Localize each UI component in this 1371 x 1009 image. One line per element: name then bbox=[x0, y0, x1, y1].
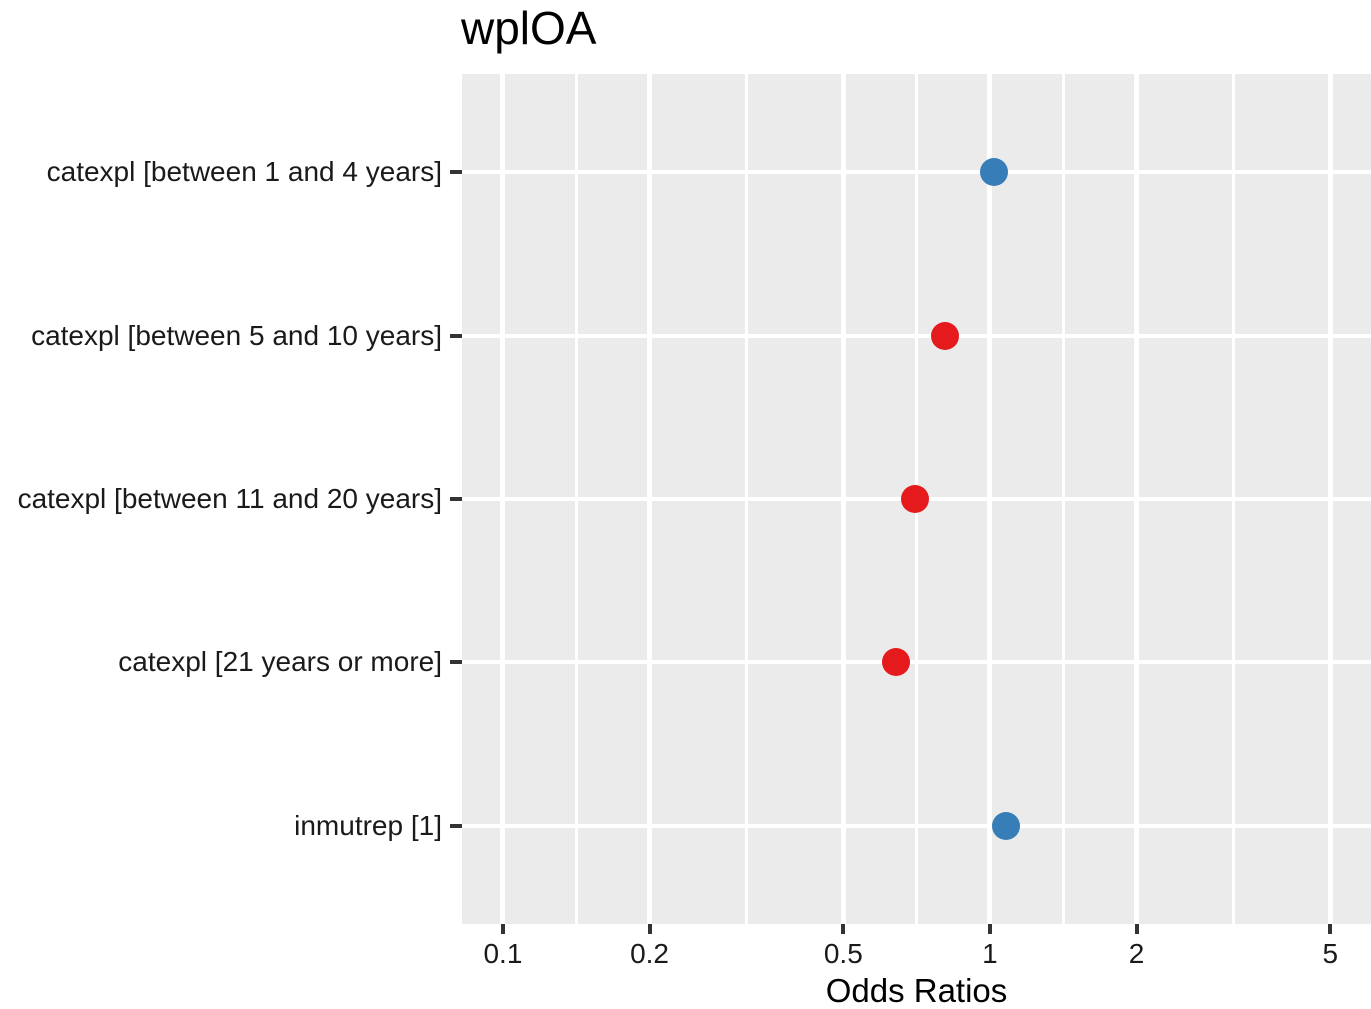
y-major-gridline bbox=[462, 660, 1371, 665]
x-tick-label: 0.1 bbox=[483, 938, 523, 969]
data-point bbox=[931, 321, 960, 350]
x-tick-label: 1 bbox=[982, 938, 998, 969]
y-axis-label: catexpl [between 11 and 20 years] bbox=[17, 483, 442, 514]
x-tick-label: 2 bbox=[1128, 938, 1145, 969]
x-tick-label: 0.5 bbox=[823, 938, 863, 969]
data-point bbox=[881, 648, 910, 677]
plot-title: wplOA bbox=[461, 2, 597, 54]
x-tick-label: 5 bbox=[1322, 938, 1339, 969]
x-axis-title: Odds Ratios bbox=[825, 972, 1008, 1009]
y-major-gridline bbox=[462, 823, 1371, 828]
x-tick-mark bbox=[647, 924, 652, 934]
data-point bbox=[900, 485, 929, 513]
y-axis-label: catexpl [between 5 and 10 years] bbox=[31, 319, 442, 351]
x-tick-mark bbox=[841, 924, 846, 934]
y-major-gridline bbox=[462, 333, 1371, 338]
y-axis-label: catexpl [21 years or more] bbox=[118, 646, 442, 678]
y-tick-mark bbox=[450, 660, 462, 665]
y-tick-mark bbox=[450, 823, 462, 828]
y-major-gridline bbox=[462, 170, 1371, 175]
x-tick-label: 0.2 bbox=[630, 938, 669, 969]
x-tick-mark bbox=[987, 924, 992, 934]
x-tick-mark bbox=[1328, 924, 1333, 934]
y-axis-label: inmutrep [1] bbox=[294, 809, 442, 841]
x-tick-mark bbox=[1134, 924, 1139, 934]
data-point bbox=[980, 158, 1009, 187]
y-tick-mark bbox=[450, 497, 462, 501]
y-tick-mark bbox=[450, 333, 462, 338]
y-axis-label: catexpl [between 1 and 4 years] bbox=[46, 156, 442, 188]
x-tick-mark bbox=[500, 924, 505, 934]
y-tick-mark bbox=[450, 170, 462, 175]
data-point bbox=[992, 811, 1021, 840]
plot-panel bbox=[462, 74, 1371, 924]
